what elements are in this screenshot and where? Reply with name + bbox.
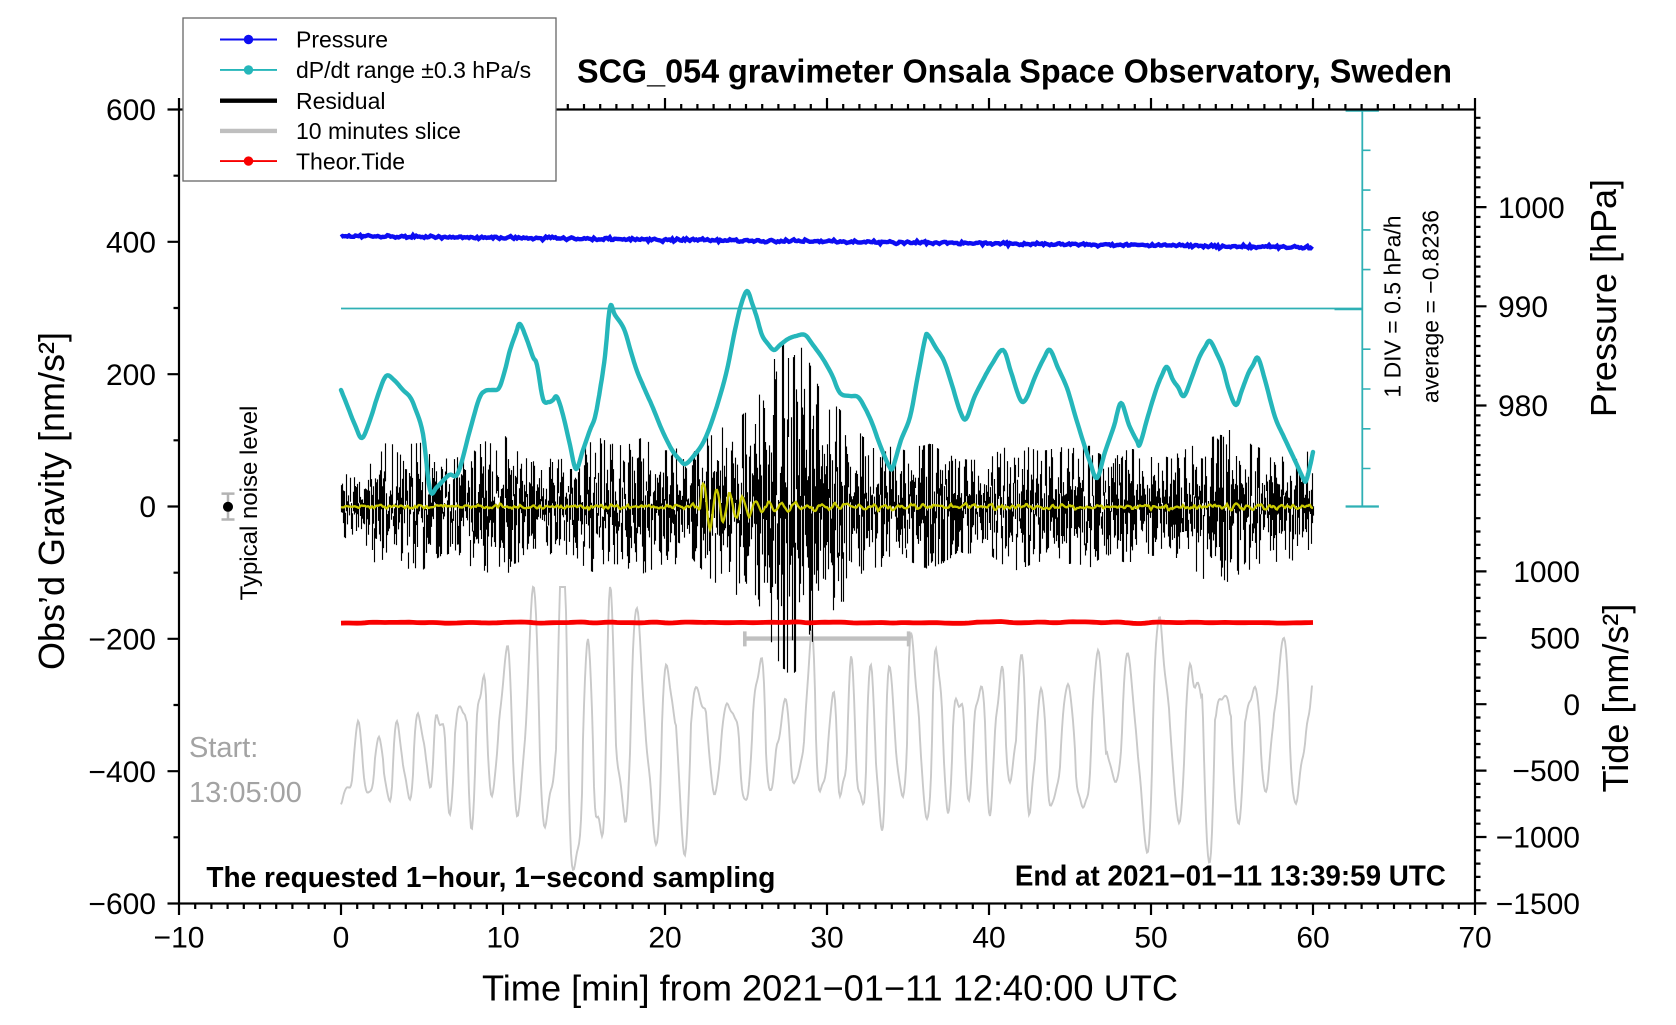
svg-text:Pressure: Pressure	[296, 27, 388, 53]
svg-text:70: 70	[1458, 922, 1491, 955]
svg-text:30: 30	[810, 922, 843, 955]
svg-text:0: 0	[139, 491, 156, 524]
svg-text:40: 40	[972, 922, 1005, 955]
svg-text:Pressure [hPa]: Pressure [hPa]	[1583, 179, 1624, 417]
svg-text:−400: −400	[88, 756, 156, 789]
svg-text:60: 60	[1296, 922, 1329, 955]
svg-text:Time [min] from 2021−01−11 12:: Time [min] from 2021−01−11 12:40:00 UTC	[482, 968, 1178, 1009]
svg-text:−600: −600	[88, 888, 156, 921]
svg-text:10: 10	[486, 922, 519, 955]
svg-text:1000: 1000	[1513, 556, 1580, 589]
svg-text:500: 500	[1530, 622, 1580, 655]
svg-text:990: 990	[1498, 291, 1548, 324]
svg-text:980: 980	[1498, 390, 1548, 423]
svg-text:0: 0	[333, 922, 350, 955]
svg-text:Obs’d Gravity [nm/s²]: Obs’d Gravity [nm/s²]	[31, 332, 72, 670]
svg-text:10 minutes slice: 10 minutes slice	[296, 118, 461, 144]
svg-text:Residual: Residual	[296, 88, 386, 114]
svg-text:200: 200	[106, 359, 156, 392]
svg-text:20: 20	[648, 922, 681, 955]
svg-text:SCG_054 gravimeter Onsala Spac: SCG_054 gravimeter Onsala Space Observat…	[577, 53, 1452, 90]
svg-text:13:05:00: 13:05:00	[189, 777, 302, 809]
svg-text:0: 0	[1563, 689, 1580, 722]
svg-text:400: 400	[106, 226, 156, 259]
svg-text:Theor.Tide: Theor.Tide	[296, 148, 405, 174]
svg-text:−10: −10	[154, 922, 205, 955]
svg-text:1 DIV = 0.5 hPa/h: 1 DIV = 0.5 hPa/h	[1380, 215, 1406, 397]
svg-text:−200: −200	[88, 623, 156, 656]
svg-text:average = −0.8236: average = −0.8236	[1418, 210, 1444, 403]
svg-text:dP/dt range ±0.3 hPa/s: dP/dt range ±0.3 hPa/s	[296, 57, 531, 83]
svg-text:1000: 1000	[1498, 192, 1565, 225]
svg-text:−1500: −1500	[1496, 888, 1580, 921]
svg-text:End at 2021−01−11 13:39:59 UTC: End at 2021−01−11 13:39:59 UTC	[1015, 861, 1446, 893]
svg-text:Start:: Start:	[189, 732, 258, 764]
svg-text:−500: −500	[1512, 755, 1580, 788]
svg-text:600: 600	[106, 94, 156, 127]
svg-text:The requested 1−hour, 1−second: The requested 1−hour, 1−second sampling	[206, 862, 775, 894]
svg-text:Tide [nm/s²]: Tide [nm/s²]	[1595, 604, 1636, 793]
svg-text:Typical noise level: Typical noise level	[236, 406, 263, 601]
svg-text:50: 50	[1134, 922, 1167, 955]
svg-text:−1000: −1000	[1496, 822, 1580, 855]
